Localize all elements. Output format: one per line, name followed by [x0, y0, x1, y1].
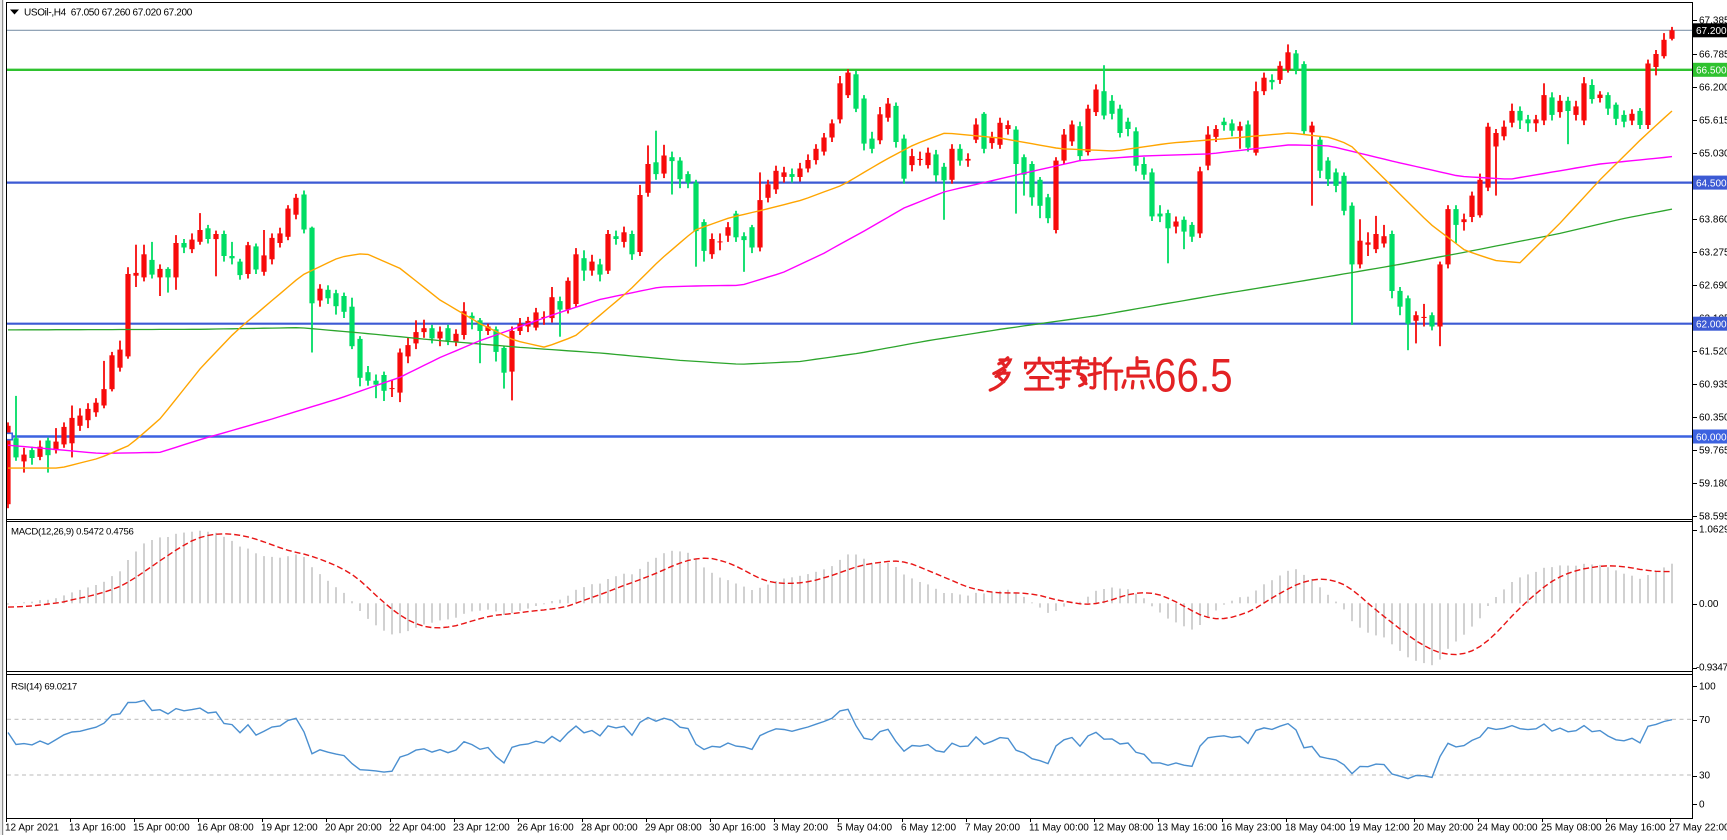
svg-text:6 May 12:00: 6 May 12:00	[901, 823, 956, 834]
svg-text:67.200: 67.200	[1696, 26, 1727, 37]
svg-text:65.030: 65.030	[1699, 148, 1727, 159]
svg-text:100: 100	[1699, 682, 1716, 693]
svg-text:13 May 16:00: 13 May 16:00	[1157, 823, 1218, 834]
svg-text:64.500: 64.500	[1696, 178, 1727, 189]
svg-text:67.385: 67.385	[1699, 15, 1727, 26]
svg-text:26 Apr 16:00: 26 Apr 16:00	[517, 823, 574, 834]
svg-text:3 May 20:00: 3 May 20:00	[773, 823, 828, 834]
svg-text:70: 70	[1699, 715, 1711, 726]
svg-text:13 Apr 16:00: 13 Apr 16:00	[69, 823, 126, 834]
svg-text:20 May 20:00: 20 May 20:00	[1413, 823, 1474, 834]
svg-text:12 May 08:00: 12 May 08:00	[1093, 823, 1154, 834]
svg-text:59.180: 59.180	[1699, 478, 1727, 489]
svg-text:60.000: 60.000	[1696, 432, 1727, 443]
svg-text:MACD(12,26,9) 0.5472 0.4756: MACD(12,26,9) 0.5472 0.4756	[11, 527, 134, 538]
svg-text:20 Apr 20:00: 20 Apr 20:00	[325, 823, 382, 834]
svg-text:30: 30	[1699, 771, 1711, 782]
svg-text:63.860: 63.860	[1699, 214, 1727, 225]
svg-text:65.615: 65.615	[1699, 115, 1727, 126]
svg-text:19 May 12:00: 19 May 12:00	[1349, 823, 1410, 834]
svg-text:62.690: 62.690	[1699, 280, 1727, 291]
svg-text:66.785: 66.785	[1699, 49, 1727, 60]
svg-text:62.000: 62.000	[1696, 320, 1727, 331]
svg-text:16 Apr 08:00: 16 Apr 08:00	[197, 823, 254, 834]
svg-text:0.00: 0.00	[1699, 599, 1719, 610]
svg-text:28 Apr 00:00: 28 Apr 00:00	[581, 823, 638, 834]
svg-text:-0.9347: -0.9347	[1696, 663, 1727, 674]
svg-text:58.595: 58.595	[1699, 511, 1727, 522]
svg-text:18 May 04:00: 18 May 04:00	[1285, 823, 1346, 834]
svg-text:66.5: 66.5	[1154, 350, 1233, 403]
svg-text:USOil-,H4 67.050 67.260 67.02: USOil-,H4 67.050 67.260 67.020 67.200	[24, 8, 193, 19]
svg-text:27 May 22:00: 27 May 22:00	[1669, 823, 1727, 834]
svg-text:61.520: 61.520	[1699, 346, 1727, 357]
svg-text:RSI(14) 69.0217: RSI(14) 69.0217	[11, 682, 77, 693]
svg-text:7 May 20:00: 7 May 20:00	[965, 823, 1020, 834]
svg-text:25 May 08:00: 25 May 08:00	[1541, 823, 1602, 834]
svg-text:16 May 23:00: 16 May 23:00	[1221, 823, 1282, 834]
svg-text:23 Apr 12:00: 23 Apr 12:00	[453, 823, 510, 834]
svg-text:5 May 04:00: 5 May 04:00	[837, 823, 892, 834]
svg-text:30 Apr 16:00: 30 Apr 16:00	[709, 823, 766, 834]
svg-text:19 Apr 12:00: 19 Apr 12:00	[261, 823, 318, 834]
svg-text:60.350: 60.350	[1699, 412, 1727, 423]
svg-text:24 May 00:00: 24 May 00:00	[1477, 823, 1538, 834]
svg-text:60.935: 60.935	[1699, 379, 1727, 390]
svg-text:59.765: 59.765	[1699, 445, 1727, 456]
svg-text:0: 0	[1699, 800, 1705, 811]
svg-text:29 Apr 08:00: 29 Apr 08:00	[645, 823, 702, 834]
svg-text:15 Apr 00:00: 15 Apr 00:00	[133, 823, 190, 834]
svg-text:11 May 00:00: 11 May 00:00	[1029, 823, 1089, 834]
svg-text:63.275: 63.275	[1699, 247, 1727, 258]
svg-text:12 Apr 2021: 12 Apr 2021	[5, 823, 59, 834]
svg-text:26 May 16:00: 26 May 16:00	[1605, 823, 1666, 834]
svg-text:1.0629: 1.0629	[1699, 525, 1727, 536]
svg-text:66.200: 66.200	[1699, 82, 1727, 93]
svg-text:66.500: 66.500	[1696, 66, 1727, 77]
svg-text:22 Apr 04:00: 22 Apr 04:00	[389, 823, 446, 834]
